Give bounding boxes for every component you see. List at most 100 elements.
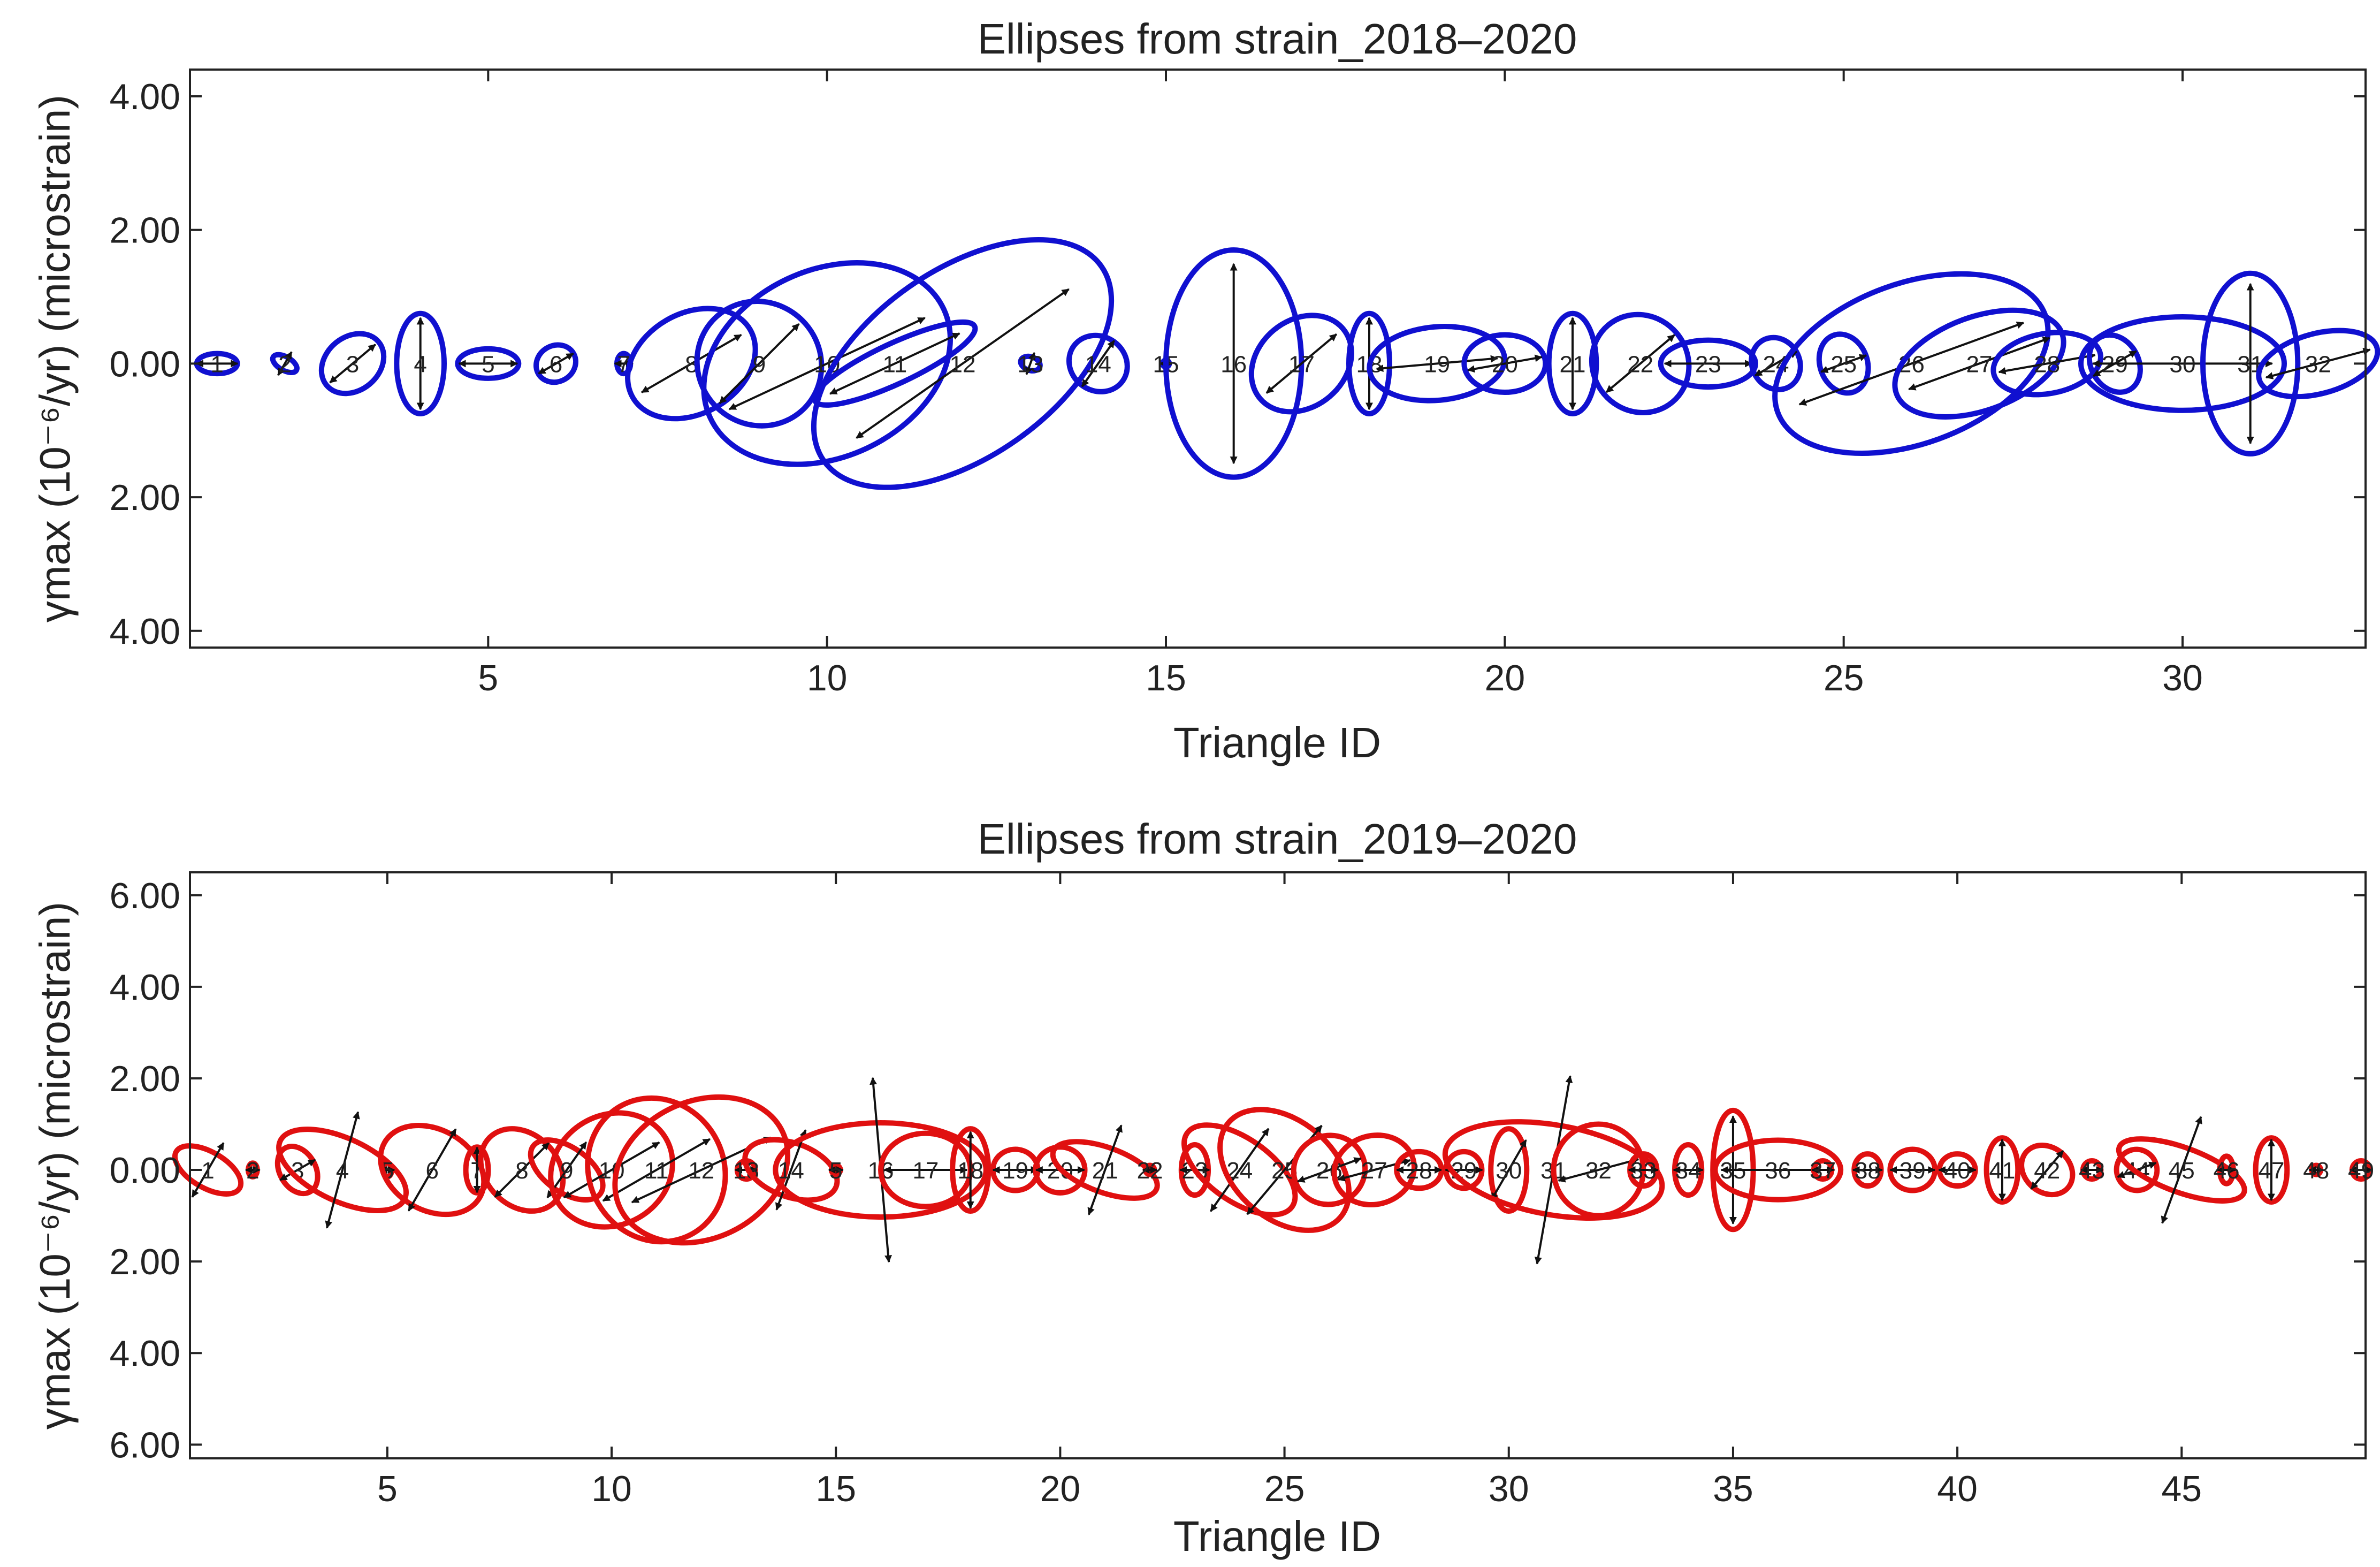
strain-ellipse (2253, 1135, 2290, 1205)
y-tick-label: 2.00 (110, 1242, 180, 1282)
triangle-id-label: 23 (1695, 351, 1721, 377)
strain-ellipse (950, 1126, 991, 1214)
triangle-id-label: 5 (482, 351, 494, 377)
y-tick-label: 0.00 (110, 1150, 180, 1191)
triangle-id-label: 39 (1900, 1158, 1926, 1184)
y-tick-labels-1: 4.00 2.00 0.00 2.00 4.00 (110, 77, 2366, 652)
strain-ellipse (1984, 1135, 2021, 1205)
triangle-id-label: 27 (1361, 1158, 1387, 1184)
y-tick-label: 2.00 (110, 477, 180, 518)
strain-arrow (538, 352, 574, 375)
strain-ellipse (811, 237, 1115, 490)
triangle-id-label: 22 (1137, 1158, 1163, 1184)
triangle-id-label: 28 (1406, 1158, 1432, 1184)
strain-ellipse (1291, 1132, 1368, 1207)
strain-ellipse (394, 310, 447, 417)
triangle-id-label: 22 (1627, 351, 1653, 377)
y-tick-label: 2.00 (110, 210, 180, 251)
strain-ellipse (1331, 1132, 1417, 1208)
strain-arrow (2030, 1150, 2064, 1190)
triangle-id-label: 1 (210, 351, 223, 377)
triangle-id-label: 16 (1220, 351, 1247, 377)
triangle-id-label: 36 (1765, 1158, 1791, 1184)
strain-arrow (279, 1159, 316, 1181)
triangle-id-label: 38 (1855, 1158, 1881, 1184)
triangle-id-label: 2 (246, 1158, 259, 1184)
x-tick-label: 40 (1937, 1469, 1978, 1509)
triangle-id-label: 5 (829, 1158, 842, 1184)
y-axis-label-2: γmax (10⁻⁶/yr) (microstrain) (31, 902, 79, 1429)
strain-arrow (1467, 354, 1543, 373)
triangle-id-label: 42 (2034, 1158, 2060, 1184)
triangle-id-label: 6 (550, 351, 562, 377)
strain-ellipse (455, 346, 522, 381)
triangle-id-label: 11 (882, 351, 907, 377)
strain-arrow (856, 288, 1070, 439)
strain-arrow (1087, 1124, 1123, 1215)
triangle-id-label: 43 (2079, 1158, 2105, 1184)
x-tick-label: 15 (815, 1469, 856, 1509)
triangle-id-label: 4 (336, 1158, 349, 1184)
triangle-id-label: 40 (1944, 1158, 1971, 1184)
strain-arrow (2161, 1116, 2202, 1224)
x-tick-label: 5 (377, 1469, 398, 1509)
x-tick-label: 25 (1264, 1469, 1305, 1509)
triangle-id-label: 30 (2170, 351, 2196, 377)
x-tick-labels-1: 5 10 15 20 25 30 (478, 70, 2203, 698)
triangle-id-label: 2 (278, 351, 291, 377)
triangle-id-label: 27 (1966, 351, 1993, 377)
y-tick-label: 6.00 (110, 1425, 180, 1465)
strain-ellipse (1488, 1126, 1530, 1214)
triangle-id-label: 17 (912, 1158, 939, 1184)
triangle-id-label: 14 (1085, 351, 1111, 377)
axes-frame-2 (189, 871, 2367, 1459)
triangle-id-label: 37 (1810, 1158, 1836, 1184)
strain-arrow (1025, 352, 1036, 375)
x-tick-label: 10 (591, 1469, 632, 1509)
triangle-id-label: 21 (1092, 1158, 1118, 1184)
strain-ellipse (1248, 313, 1354, 415)
y-tick-label: 4.00 (110, 1333, 180, 1374)
strain-ellipse (318, 331, 387, 397)
triangle-id-label: 41 (1989, 1158, 2015, 1184)
strain-arrow (277, 351, 293, 376)
triangle-id-label: 8 (515, 1158, 528, 1184)
x-tick-label: 5 (478, 658, 498, 698)
strain-arrow (1265, 333, 1338, 394)
x-tick-labels-2: 5 10 15 20 25 30 35 40 45 (377, 872, 2202, 1509)
axes-frame-1 (189, 69, 2367, 649)
triangle-id-label: 3 (346, 351, 359, 377)
x-tick-label: 20 (1040, 1469, 1081, 1509)
triangle-id-label: 13 (1017, 351, 1043, 377)
triangle-id-label: 12 (950, 351, 976, 377)
y-tick-label: 6.00 (110, 876, 180, 916)
strain-ellipse (1589, 311, 1692, 415)
triangle-id-label: 4 (414, 351, 426, 377)
x-tick-label: 20 (1485, 658, 1525, 698)
strain-arrow (494, 1142, 550, 1198)
plot-area-1: 1 2 3 4 5 6 7 8 9 10 11 12 13 14 15 16 17 18 19 20 21 22 23 24 2… (194, 237, 2380, 490)
x-tick-label: 30 (2162, 658, 2203, 698)
triangle-id-label: 9 (753, 351, 766, 377)
strain-arrow (1490, 1139, 1527, 1201)
strain-arrow (1081, 340, 1115, 387)
triangle-id-label: 19 (1002, 1158, 1028, 1184)
y-tick-label: 0.00 (110, 344, 180, 384)
strain-arrow (2265, 347, 2371, 379)
x-tick-label: 45 (2161, 1469, 2202, 1509)
strain-arrow (329, 344, 376, 384)
strain-arrow (1605, 334, 1675, 393)
triangle-id-label: 6 (425, 1158, 438, 1184)
triangle-id-label: 21 (1560, 351, 1586, 377)
triangle-id-label: 25 (1830, 351, 1857, 377)
strain-arrow (1908, 337, 2050, 391)
strain-arrow (775, 1129, 807, 1211)
strain-ellipse (1546, 310, 1599, 417)
triangle-id-label: 48 (2303, 1158, 2329, 1184)
y-tick-labels-2: 6.00 4.00 2.00 0.00 2.00 4.00 6.00 (110, 876, 2366, 1465)
strain-arrow (191, 1142, 225, 1198)
triangle-id-label: 20 (1492, 351, 1518, 377)
triangle-id-label: 32 (1585, 1158, 1612, 1184)
